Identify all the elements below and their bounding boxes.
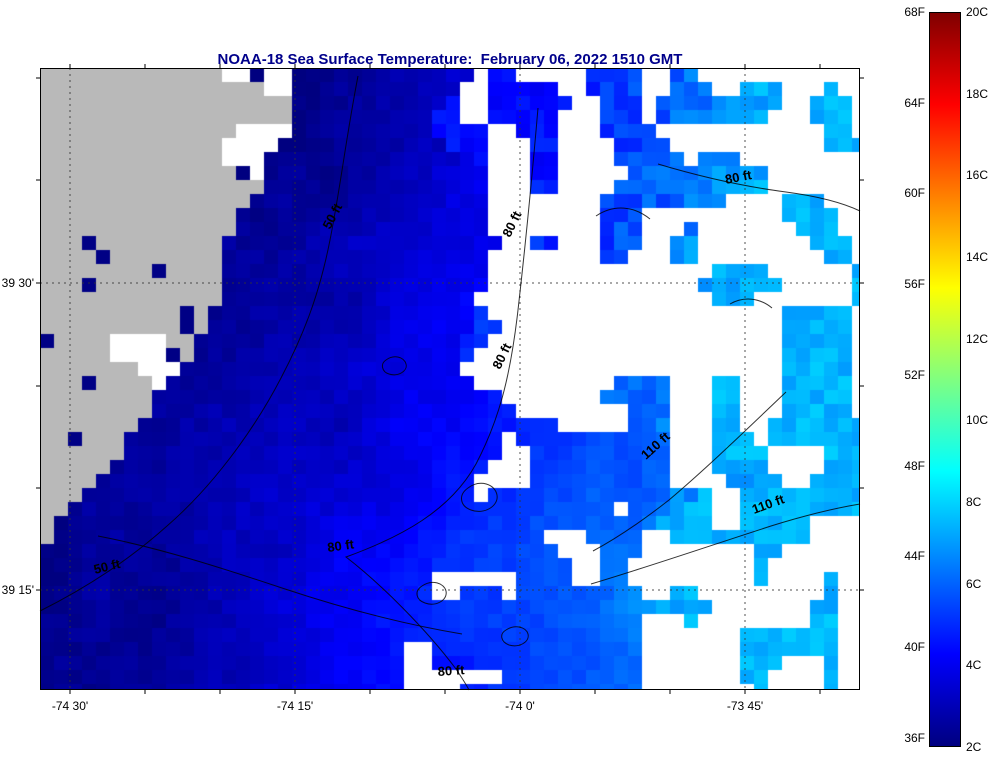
contour-squiggle-1 <box>595 207 651 220</box>
depth-label-110-ft: 110 ft <box>638 428 673 462</box>
colorbar-fahrenheit-label: 64F <box>904 95 925 110</box>
contour-loop-3 <box>501 626 529 647</box>
depth-label-110-ft: 110 ft <box>750 491 787 517</box>
depth-contours <box>39 75 861 691</box>
depth-label-80-ft: 80 ft <box>499 208 524 239</box>
depth-label-80-ft: 80 ft <box>326 536 355 555</box>
colorbar-gradient <box>929 12 961 747</box>
contour-loop-2 <box>416 581 447 605</box>
contour-loop-4 <box>381 356 407 376</box>
colorbar-celsius-label: 18C <box>966 86 989 101</box>
title-line-1: NOAA-18 Sea Surface Temperature: Februar… <box>217 51 683 68</box>
colorbar-celsius-label: 2C <box>966 740 982 754</box>
depth-label-80-ft: 80 ft <box>724 167 754 187</box>
depth-label-50-ft: 50 ft <box>319 200 345 231</box>
colorbar <box>929 12 961 747</box>
colorbar-celsius-label: 20C <box>966 5 989 19</box>
x-tick-label-74-15: -74 15' <box>276 699 314 713</box>
plot-border <box>40 68 860 690</box>
contour-80ft-main <box>344 107 539 691</box>
depth-label-80-ft: 80 ft <box>489 340 514 371</box>
contour-80ft-northeast <box>657 163 861 212</box>
colorbar-fahrenheit-label: 36F <box>904 730 925 745</box>
colorbar-fahrenheit-label: 44F <box>904 549 925 564</box>
colorbar-celsius-label: 10C <box>966 413 989 428</box>
contour-loop-1 <box>461 482 498 512</box>
colorbar-fahrenheit-label: 60F <box>904 186 925 201</box>
map-overlay: 50 ft 50 ft 80 ft 80 ft 80 ft 80 ft 80 ft 110 f… <box>36 64 864 694</box>
map-plot-area: 50 ft 50 ft 80 ft 80 ft 80 ft 80 ft 80 ft 110 f… <box>36 64 864 694</box>
colorbar-celsius-label: 4C <box>966 658 982 673</box>
y-tick-label-39-15: 39 15' <box>1 583 34 597</box>
colorbar-celsius-label: 14C <box>966 250 989 264</box>
axis-ticks <box>36 64 864 694</box>
contour-110ft-upper <box>592 391 787 552</box>
colorbar-fahrenheit-label: 52F <box>904 367 925 382</box>
colorbar-celsius-label: 6C <box>966 576 982 591</box>
sst-heatmap-raster <box>40 68 860 690</box>
contour-minor-southwest <box>97 535 463 635</box>
contour-50ft <box>39 75 359 612</box>
contour-110ft-lower <box>590 503 861 585</box>
colorbar-fahrenheit-label: 68F <box>904 5 925 19</box>
depth-label-50-ft: 50 ft <box>92 556 122 577</box>
colorbar-celsius-label: 16C <box>966 168 989 183</box>
colorbar-fahrenheit-label: 40F <box>904 640 925 655</box>
x-tick-label-74-30: -74 30' <box>51 699 89 713</box>
x-tick-label-74-0: -74 0' <box>505 699 535 713</box>
contour-squiggle-2 <box>729 298 773 309</box>
colorbar-fahrenheit-label: 48F <box>904 458 925 473</box>
gridlines <box>40 68 860 690</box>
depth-label-80-ft: 80 ft <box>437 662 465 679</box>
colorbar-celsius-label: 12C <box>966 331 989 346</box>
x-tick-label-73-45: -73 45' <box>726 699 764 713</box>
y-tick-label-39-30: 39 30' <box>1 276 34 290</box>
colorbar-fahrenheit-label: 56F <box>904 277 925 292</box>
colorbar-celsius-label: 8C <box>966 495 982 509</box>
